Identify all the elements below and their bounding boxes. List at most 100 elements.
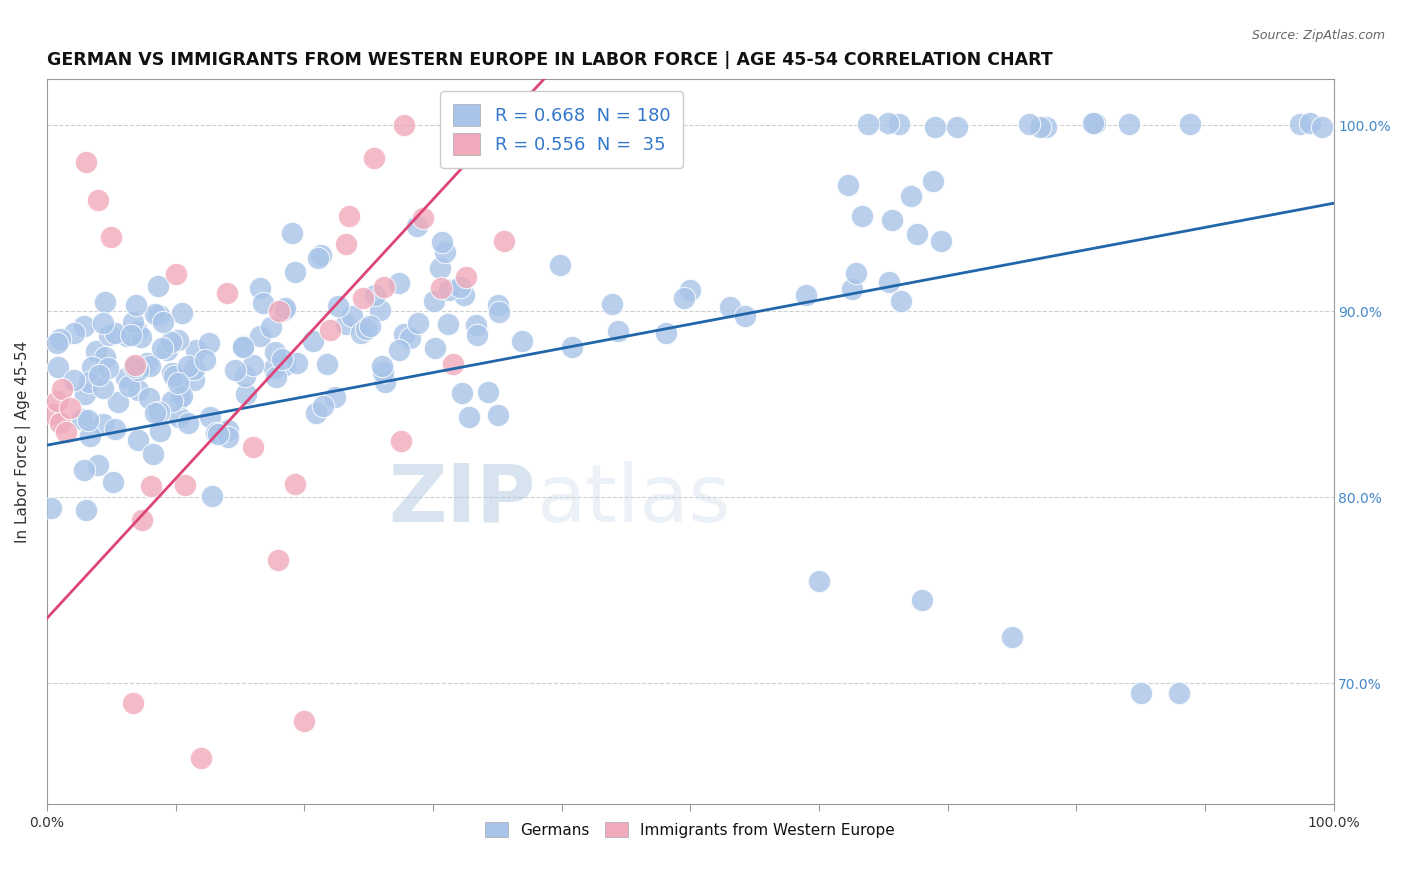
Point bbox=[655, 326, 678, 340]
Point bbox=[561, 340, 583, 354]
Point bbox=[929, 234, 952, 248]
Y-axis label: In Labor Force | Age 45-54: In Labor Force | Age 45-54 bbox=[15, 341, 31, 542]
Point bbox=[465, 318, 488, 332]
Point bbox=[845, 266, 868, 280]
Point bbox=[235, 387, 257, 401]
Point bbox=[87, 193, 110, 207]
Point bbox=[607, 324, 630, 338]
Point bbox=[352, 291, 374, 305]
Point bbox=[841, 282, 863, 296]
Point bbox=[264, 344, 287, 359]
Point bbox=[201, 489, 224, 503]
Point bbox=[432, 235, 454, 250]
Point bbox=[1001, 630, 1024, 644]
Text: atlas: atlas bbox=[536, 460, 730, 539]
Point bbox=[429, 261, 451, 276]
Point bbox=[82, 359, 104, 374]
Point bbox=[285, 356, 308, 370]
Point bbox=[422, 294, 444, 309]
Point bbox=[412, 211, 434, 225]
Point bbox=[155, 343, 177, 358]
Point bbox=[183, 373, 205, 387]
Point bbox=[76, 503, 98, 517]
Point bbox=[233, 368, 256, 383]
Point bbox=[162, 366, 184, 380]
Point bbox=[139, 359, 162, 373]
Point bbox=[406, 219, 429, 233]
Point bbox=[316, 357, 339, 371]
Point bbox=[79, 376, 101, 390]
Point bbox=[389, 434, 412, 448]
Point bbox=[122, 696, 145, 710]
Point bbox=[167, 409, 190, 424]
Point bbox=[73, 463, 96, 477]
Point bbox=[124, 358, 146, 372]
Point bbox=[494, 234, 516, 248]
Point bbox=[1018, 117, 1040, 131]
Point bbox=[249, 329, 271, 343]
Point bbox=[510, 334, 533, 349]
Point bbox=[1035, 120, 1057, 134]
Point bbox=[284, 265, 307, 279]
Point bbox=[364, 288, 387, 302]
Point bbox=[162, 393, 184, 408]
Point bbox=[73, 319, 96, 334]
Point bbox=[1081, 116, 1104, 130]
Point bbox=[87, 368, 110, 382]
Point bbox=[304, 406, 326, 420]
Point bbox=[197, 336, 219, 351]
Point bbox=[49, 332, 72, 346]
Point bbox=[70, 412, 93, 426]
Point bbox=[371, 365, 394, 379]
Point bbox=[905, 227, 928, 241]
Point bbox=[121, 327, 143, 342]
Point bbox=[807, 574, 830, 588]
Point bbox=[548, 258, 571, 272]
Point bbox=[1299, 116, 1322, 130]
Point bbox=[127, 363, 149, 377]
Point bbox=[104, 422, 127, 436]
Point bbox=[63, 373, 86, 387]
Point bbox=[163, 369, 186, 384]
Point bbox=[79, 429, 101, 443]
Point bbox=[488, 305, 510, 319]
Point bbox=[172, 389, 194, 403]
Point bbox=[335, 317, 357, 331]
Point bbox=[232, 340, 254, 354]
Point bbox=[1118, 117, 1140, 131]
Point bbox=[1168, 686, 1191, 700]
Legend: Germans, Immigrants from Western Europe: Germans, Immigrants from Western Europe bbox=[479, 815, 901, 844]
Point bbox=[453, 287, 475, 301]
Point bbox=[319, 323, 342, 337]
Point bbox=[127, 383, 149, 397]
Point bbox=[136, 356, 159, 370]
Point bbox=[177, 359, 200, 373]
Point bbox=[167, 376, 190, 390]
Point bbox=[858, 117, 880, 131]
Point bbox=[217, 285, 239, 300]
Point bbox=[600, 297, 623, 311]
Point bbox=[149, 424, 172, 438]
Point bbox=[388, 276, 411, 290]
Text: Source: ZipAtlas.com: Source: ZipAtlas.com bbox=[1251, 29, 1385, 42]
Point bbox=[94, 350, 117, 364]
Point bbox=[281, 227, 304, 241]
Point bbox=[249, 281, 271, 295]
Point bbox=[837, 178, 859, 192]
Point bbox=[924, 120, 946, 134]
Point bbox=[129, 330, 152, 344]
Point bbox=[217, 423, 239, 437]
Point bbox=[167, 333, 190, 347]
Point bbox=[429, 281, 451, 295]
Point bbox=[307, 251, 329, 265]
Point bbox=[242, 440, 264, 454]
Point bbox=[794, 287, 817, 301]
Point bbox=[271, 352, 294, 367]
Point bbox=[851, 209, 873, 223]
Point bbox=[39, 500, 62, 515]
Point bbox=[170, 306, 193, 320]
Point bbox=[274, 358, 297, 372]
Point bbox=[454, 270, 477, 285]
Point bbox=[160, 334, 183, 349]
Point bbox=[45, 335, 67, 350]
